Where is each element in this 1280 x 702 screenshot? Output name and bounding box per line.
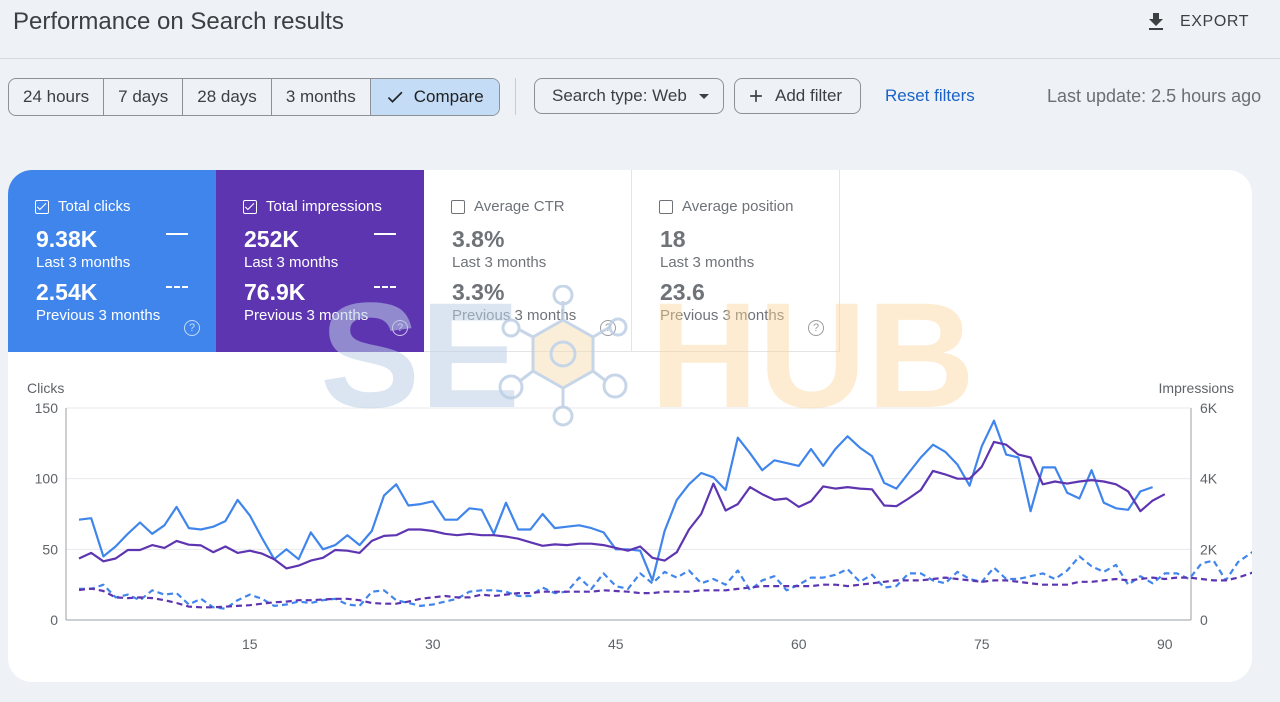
- checkbox-checked-icon[interactable]: [243, 199, 257, 214]
- check-icon: [387, 91, 403, 103]
- metric-value: 252K: [244, 226, 299, 252]
- metric-period: Last 3 months: [452, 254, 547, 271]
- metric-label: Average position: [682, 198, 794, 215]
- metric-previous-value: 23.6: [660, 279, 705, 305]
- y-tick-label: 0: [50, 612, 58, 628]
- series-line-clicks-solid: [78, 419, 1153, 582]
- range-7-days[interactable]: 7 days: [104, 79, 184, 115]
- y-tick-label: 50: [42, 541, 58, 557]
- metric-period: Last 3 months: [36, 254, 131, 271]
- x-tick-label: 60: [791, 636, 807, 652]
- x-tick-label: 75: [974, 636, 990, 652]
- search-type-dropdown[interactable]: Search type: Web: [534, 78, 724, 114]
- checkbox-checked-icon[interactable]: [35, 199, 49, 214]
- metric-previous-value: 3.3%: [452, 279, 505, 305]
- metric-header: Average position: [659, 198, 793, 215]
- help-icon[interactable]: ?: [808, 320, 824, 336]
- range-28-days[interactable]: 28 days: [183, 79, 272, 115]
- solid-line-legend-icon: [374, 233, 396, 235]
- date-range-selector: 24 hours 7 days 28 days 3 months Compare: [8, 78, 500, 116]
- performance-card: Total clicks 9.38K Last 3 months 2.54K P…: [8, 170, 1252, 682]
- metric-period: Last 3 months: [660, 254, 755, 271]
- series-line-clicks-dashed: [79, 551, 1252, 610]
- metric-header: Total impressions: [243, 198, 382, 215]
- filter-toolbar: 24 hours 7 days 28 days 3 months Compare…: [0, 78, 1280, 116]
- series-line-impressions-solid: [78, 440, 1166, 570]
- metric-label: Total impressions: [266, 198, 382, 215]
- metric-previous-value: 76.9K: [244, 279, 306, 305]
- metric-label: Total clicks: [58, 198, 131, 215]
- metric-value: 9.38K: [36, 226, 98, 252]
- metric-total-clicks[interactable]: Total clicks 9.38K Last 3 months 2.54K P…: [8, 170, 216, 352]
- plus-icon: [750, 90, 762, 102]
- export-label: EXPORT: [1180, 13, 1250, 30]
- reset-filters-link[interactable]: Reset filters: [885, 86, 975, 105]
- metric-previous-period: Previous 3 months: [244, 307, 369, 324]
- export-button[interactable]: EXPORT: [1144, 8, 1249, 36]
- metric-header: Total clicks: [35, 198, 131, 215]
- metric-period: Last 3 months: [244, 254, 339, 271]
- y-axis-title: Clicks: [27, 380, 64, 396]
- x-tick-label: 90: [1157, 636, 1173, 652]
- solid-line-legend-icon: [166, 233, 188, 235]
- page-title: Performance on Search results: [13, 8, 344, 35]
- y2-tick-label: 4K: [1200, 471, 1218, 487]
- compare-button[interactable]: Compare: [370, 79, 499, 115]
- dashed-line-legend-icon: [166, 286, 188, 288]
- compare-label: Compare: [413, 87, 484, 106]
- metric-previous-value: 2.54K: [36, 279, 98, 305]
- metric-label: Average CTR: [474, 198, 565, 215]
- range-3-months[interactable]: 3 months: [272, 79, 371, 115]
- y2-tick-label: 0: [1200, 612, 1208, 628]
- help-icon[interactable]: ?: [392, 320, 408, 336]
- toolbar-divider: [515, 78, 516, 115]
- performance-chart: Clicks Impressions 0 0 50 2K 100 4K 150 6K 15 30 45 6…: [27, 380, 1252, 652]
- checkbox-unchecked-icon[interactable]: [451, 199, 465, 214]
- y2-tick-label: 6K: [1200, 400, 1218, 416]
- x-tick-label: 15: [242, 636, 258, 652]
- y-tick-label: 100: [35, 471, 59, 487]
- metric-total-impressions[interactable]: Total impressions 252K Last 3 months 76.…: [216, 170, 424, 352]
- caret-down-icon: [699, 94, 709, 99]
- x-tick-label: 30: [425, 636, 441, 652]
- x-tick-label: 45: [608, 636, 624, 652]
- last-update-text: Last update: 2.5 hours ago: [1047, 86, 1262, 106]
- help-icon[interactable]: ?: [184, 320, 200, 336]
- metric-value: 18: [660, 226, 686, 252]
- metric-average-position[interactable]: Average position 18 Last 3 months 23.6 P…: [632, 170, 840, 352]
- header: Performance on Search results EXPORT: [0, 0, 1280, 59]
- search-type-label: Search type: Web: [552, 86, 687, 105]
- metric-average-ctr[interactable]: Average CTR 3.8% Last 3 months 3.3% Prev…: [424, 170, 632, 352]
- y-tick-label: 150: [35, 400, 59, 416]
- metric-previous-period: Previous 3 months: [660, 307, 785, 324]
- metric-header: Average CTR: [451, 198, 565, 215]
- metric-previous-period: Previous 3 months: [36, 307, 161, 324]
- range-24-hours[interactable]: 24 hours: [9, 79, 105, 115]
- add-filter-label: Add filter: [775, 86, 843, 105]
- download-icon: [1149, 13, 1163, 30]
- dashed-line-legend-icon: [374, 286, 396, 288]
- add-filter-button[interactable]: Add filter: [734, 78, 861, 114]
- series-line-impressions-dashed: [78, 571, 1252, 609]
- checkbox-unchecked-icon[interactable]: [659, 199, 673, 214]
- metric-value: 3.8%: [452, 226, 505, 252]
- y2-tick-label: 2K: [1200, 541, 1218, 557]
- y2-axis-title: Impressions: [1159, 380, 1234, 396]
